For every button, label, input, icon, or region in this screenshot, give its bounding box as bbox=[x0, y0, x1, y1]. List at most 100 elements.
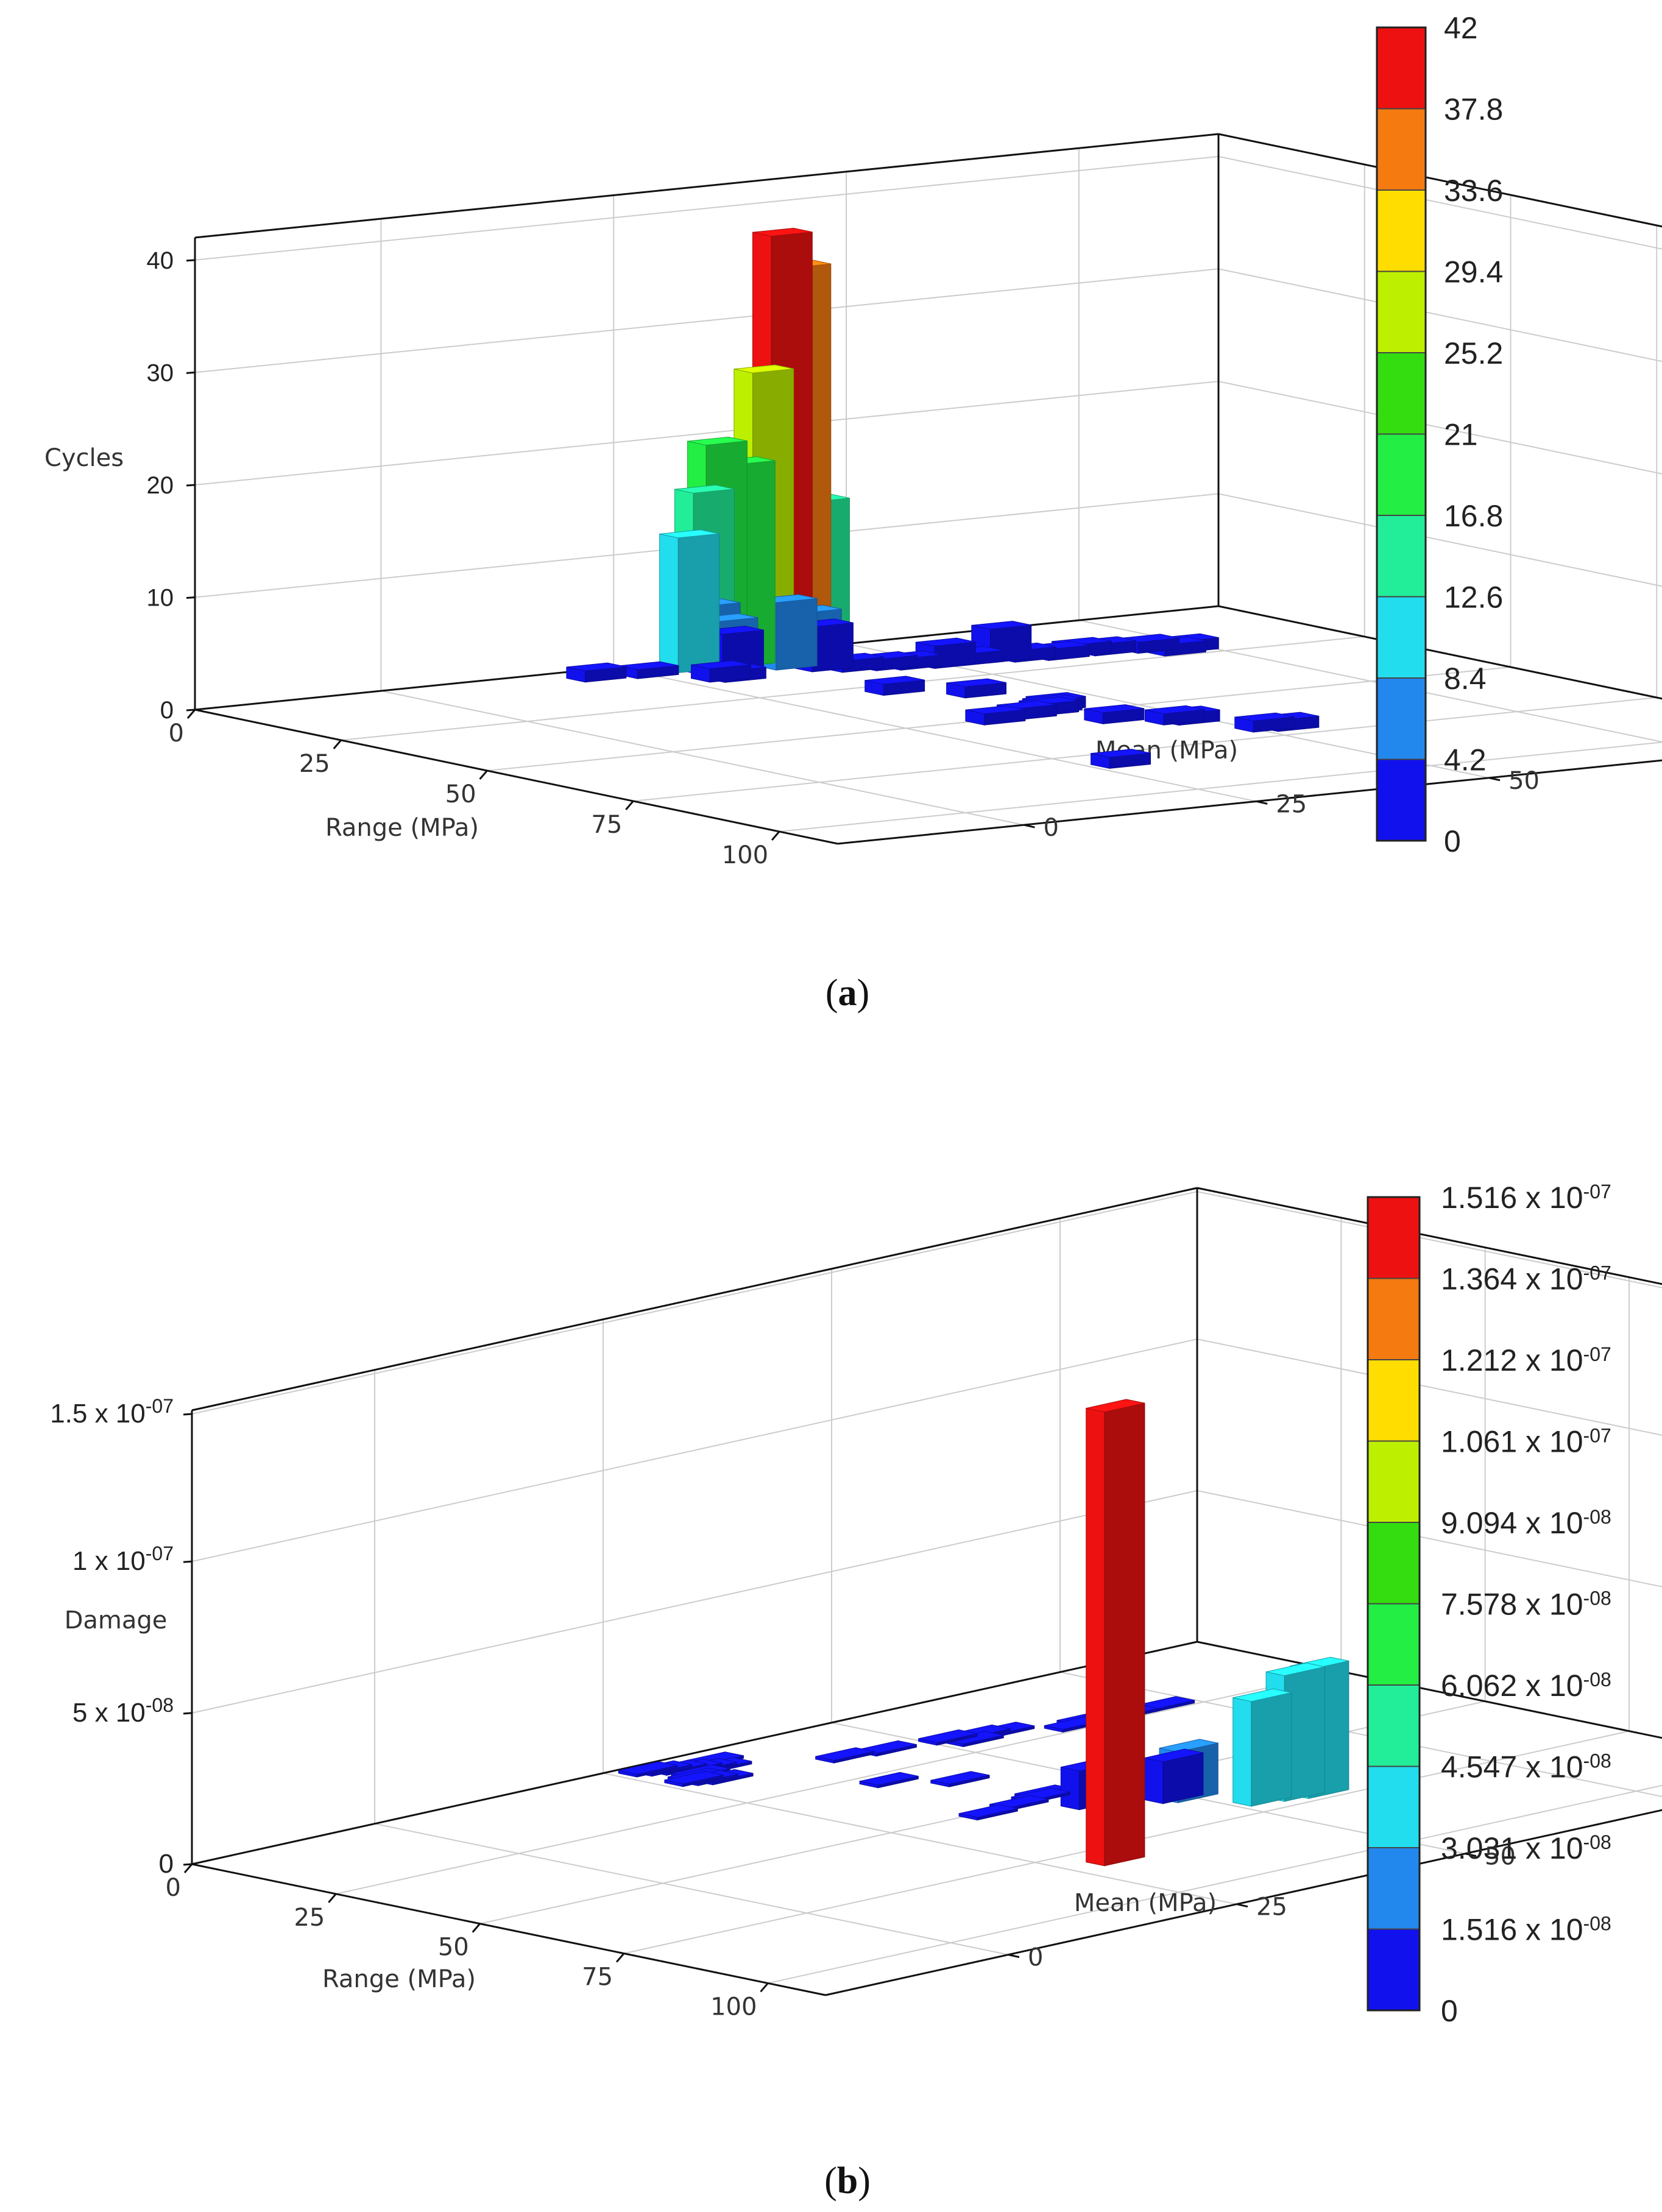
colorbar-label: 8.4 bbox=[1444, 662, 1487, 696]
side-wall bbox=[195, 134, 1218, 710]
x-tick-mark bbox=[625, 800, 634, 810]
label-exponent: -08 bbox=[1583, 1506, 1611, 1528]
y-tick-label: 50 bbox=[1485, 1843, 1516, 1871]
label-exponent: -08 bbox=[1583, 1669, 1611, 1691]
label-exponent: -08 bbox=[146, 1694, 174, 1716]
x-tick-label: 0 bbox=[169, 719, 184, 747]
label-exponent: -08 bbox=[1583, 1831, 1611, 1853]
bar bbox=[859, 1772, 919, 1789]
bar-top-face bbox=[815, 1747, 875, 1761]
z-tick-mark bbox=[186, 484, 196, 487]
colorbar-segment bbox=[1376, 515, 1426, 598]
z-tick-label: 10 bbox=[147, 584, 174, 611]
colorbar-border bbox=[1376, 26, 1427, 842]
colorbar-label: 4.2 bbox=[1444, 743, 1487, 777]
back-wall bbox=[1218, 134, 1662, 699]
bar-top-face bbox=[1232, 1688, 1292, 1702]
colorbar-segment bbox=[1367, 1359, 1420, 1442]
bar-top-face bbox=[659, 529, 720, 539]
side-wall bbox=[192, 1188, 1197, 1864]
bar bbox=[566, 662, 627, 683]
y-tick-mark bbox=[1488, 777, 1501, 782]
z-tick-label: 1 x 10-07 bbox=[72, 1542, 174, 1576]
bar-top-face bbox=[1159, 1739, 1218, 1753]
frame-edge bbox=[825, 1809, 1662, 1996]
y-tick-label: 25 bbox=[1276, 790, 1307, 818]
colorbar-segment bbox=[1376, 189, 1426, 272]
label-base: 0 bbox=[159, 1849, 174, 1879]
bars bbox=[566, 227, 1320, 769]
label-base: 5 x 10 bbox=[72, 1698, 146, 1728]
z-tick-label: 30 bbox=[147, 359, 174, 386]
label-base: 1.516 x 10 bbox=[1441, 1181, 1583, 1215]
z-tick-mark bbox=[186, 259, 196, 262]
bar bbox=[691, 660, 751, 683]
z-axis-title: Cycles bbox=[44, 444, 124, 472]
colorbar-label: 6.062 x 10-08 bbox=[1441, 1669, 1611, 1703]
x-axis-title: Range (MPa) bbox=[325, 814, 479, 842]
bar-front-face bbox=[659, 533, 679, 673]
z-tick-label: 40 bbox=[147, 247, 174, 274]
frame-edge bbox=[191, 1187, 1198, 1412]
colorbar-label: 21 bbox=[1444, 418, 1478, 452]
panel-a-caption: (a) bbox=[826, 972, 869, 1014]
x-tick-mark bbox=[472, 1923, 481, 1933]
back-wall bbox=[1197, 1188, 1662, 1738]
x-floor-gridline bbox=[341, 636, 1365, 741]
colorbar-label: 33.6 bbox=[1444, 174, 1503, 208]
frame-edge bbox=[837, 759, 1662, 845]
colorbar-label: 1.061 x 10-07 bbox=[1441, 1425, 1611, 1459]
bar-top-face bbox=[930, 1771, 990, 1785]
x-tick-mark bbox=[328, 1893, 337, 1903]
colorbar-segment bbox=[1376, 433, 1426, 516]
frame-edge bbox=[1218, 605, 1662, 700]
bar bbox=[1086, 1399, 1145, 1867]
panel-b-chart: 05 x 10-081 x 10-071.5 x 10-070255075100… bbox=[50, 1181, 1662, 2028]
label-base: 1.061 x 10 bbox=[1441, 1425, 1583, 1459]
bar bbox=[865, 676, 925, 696]
bar-top-face bbox=[958, 1804, 1018, 1818]
colorbar-label: 29.4 bbox=[1444, 255, 1503, 289]
x-floor-gridline bbox=[768, 1784, 1662, 1984]
label-base: 3.031 x 10 bbox=[1441, 1831, 1583, 1865]
axes-frame bbox=[191, 1187, 1662, 1996]
bar-top-face bbox=[946, 678, 1006, 687]
bar-top-face bbox=[1144, 1748, 1204, 1762]
x-axis-title: Range (MPa) bbox=[322, 1965, 476, 1993]
bar bbox=[1232, 1688, 1292, 1807]
y-tick-mark bbox=[1256, 800, 1268, 805]
y-tick-label: 0 bbox=[1028, 1944, 1043, 1972]
x-tick-label: 50 bbox=[445, 780, 476, 808]
bar-front-face bbox=[1232, 1697, 1252, 1807]
z-tick-label: 0 bbox=[159, 1849, 174, 1879]
bar-side-face bbox=[1251, 1692, 1292, 1807]
bar bbox=[618, 1761, 677, 1778]
colorbar-label: 16.8 bbox=[1444, 499, 1503, 533]
bar-top-face bbox=[859, 1772, 919, 1786]
x-tick-mark bbox=[615, 1952, 625, 1963]
colorbar-segment bbox=[1367, 1684, 1420, 1767]
bar bbox=[1084, 704, 1145, 724]
frame-edge bbox=[194, 708, 838, 845]
label-base: 1.5 x 10 bbox=[50, 1399, 146, 1429]
y-tick-label: 0 bbox=[1043, 814, 1058, 842]
z-tick-mark bbox=[186, 371, 196, 374]
bar-top-face bbox=[752, 227, 813, 237]
label-base: 4.547 x 10 bbox=[1441, 1750, 1583, 1784]
x-tick-label: 75 bbox=[582, 1963, 613, 1991]
colorbar-segment bbox=[1367, 1765, 1420, 1848]
y-tick-label: 25 bbox=[1256, 1893, 1287, 1921]
bar-top-face bbox=[691, 660, 751, 670]
y-floor-gridline bbox=[603, 1772, 1237, 1905]
colorbar-segment bbox=[1376, 108, 1426, 191]
colorbar-segment bbox=[1376, 352, 1426, 435]
colorbar-label: 0 bbox=[1441, 1994, 1458, 2028]
panel-b-caption: (b) bbox=[824, 2160, 871, 2202]
bar bbox=[946, 678, 1006, 699]
frame-edge bbox=[191, 1641, 1198, 1865]
colorbar-label: 12.6 bbox=[1444, 581, 1503, 615]
label-exponent: -08 bbox=[1583, 1750, 1611, 1772]
label-base: 6.062 x 10 bbox=[1441, 1669, 1583, 1703]
bar-top-face bbox=[1084, 704, 1144, 713]
